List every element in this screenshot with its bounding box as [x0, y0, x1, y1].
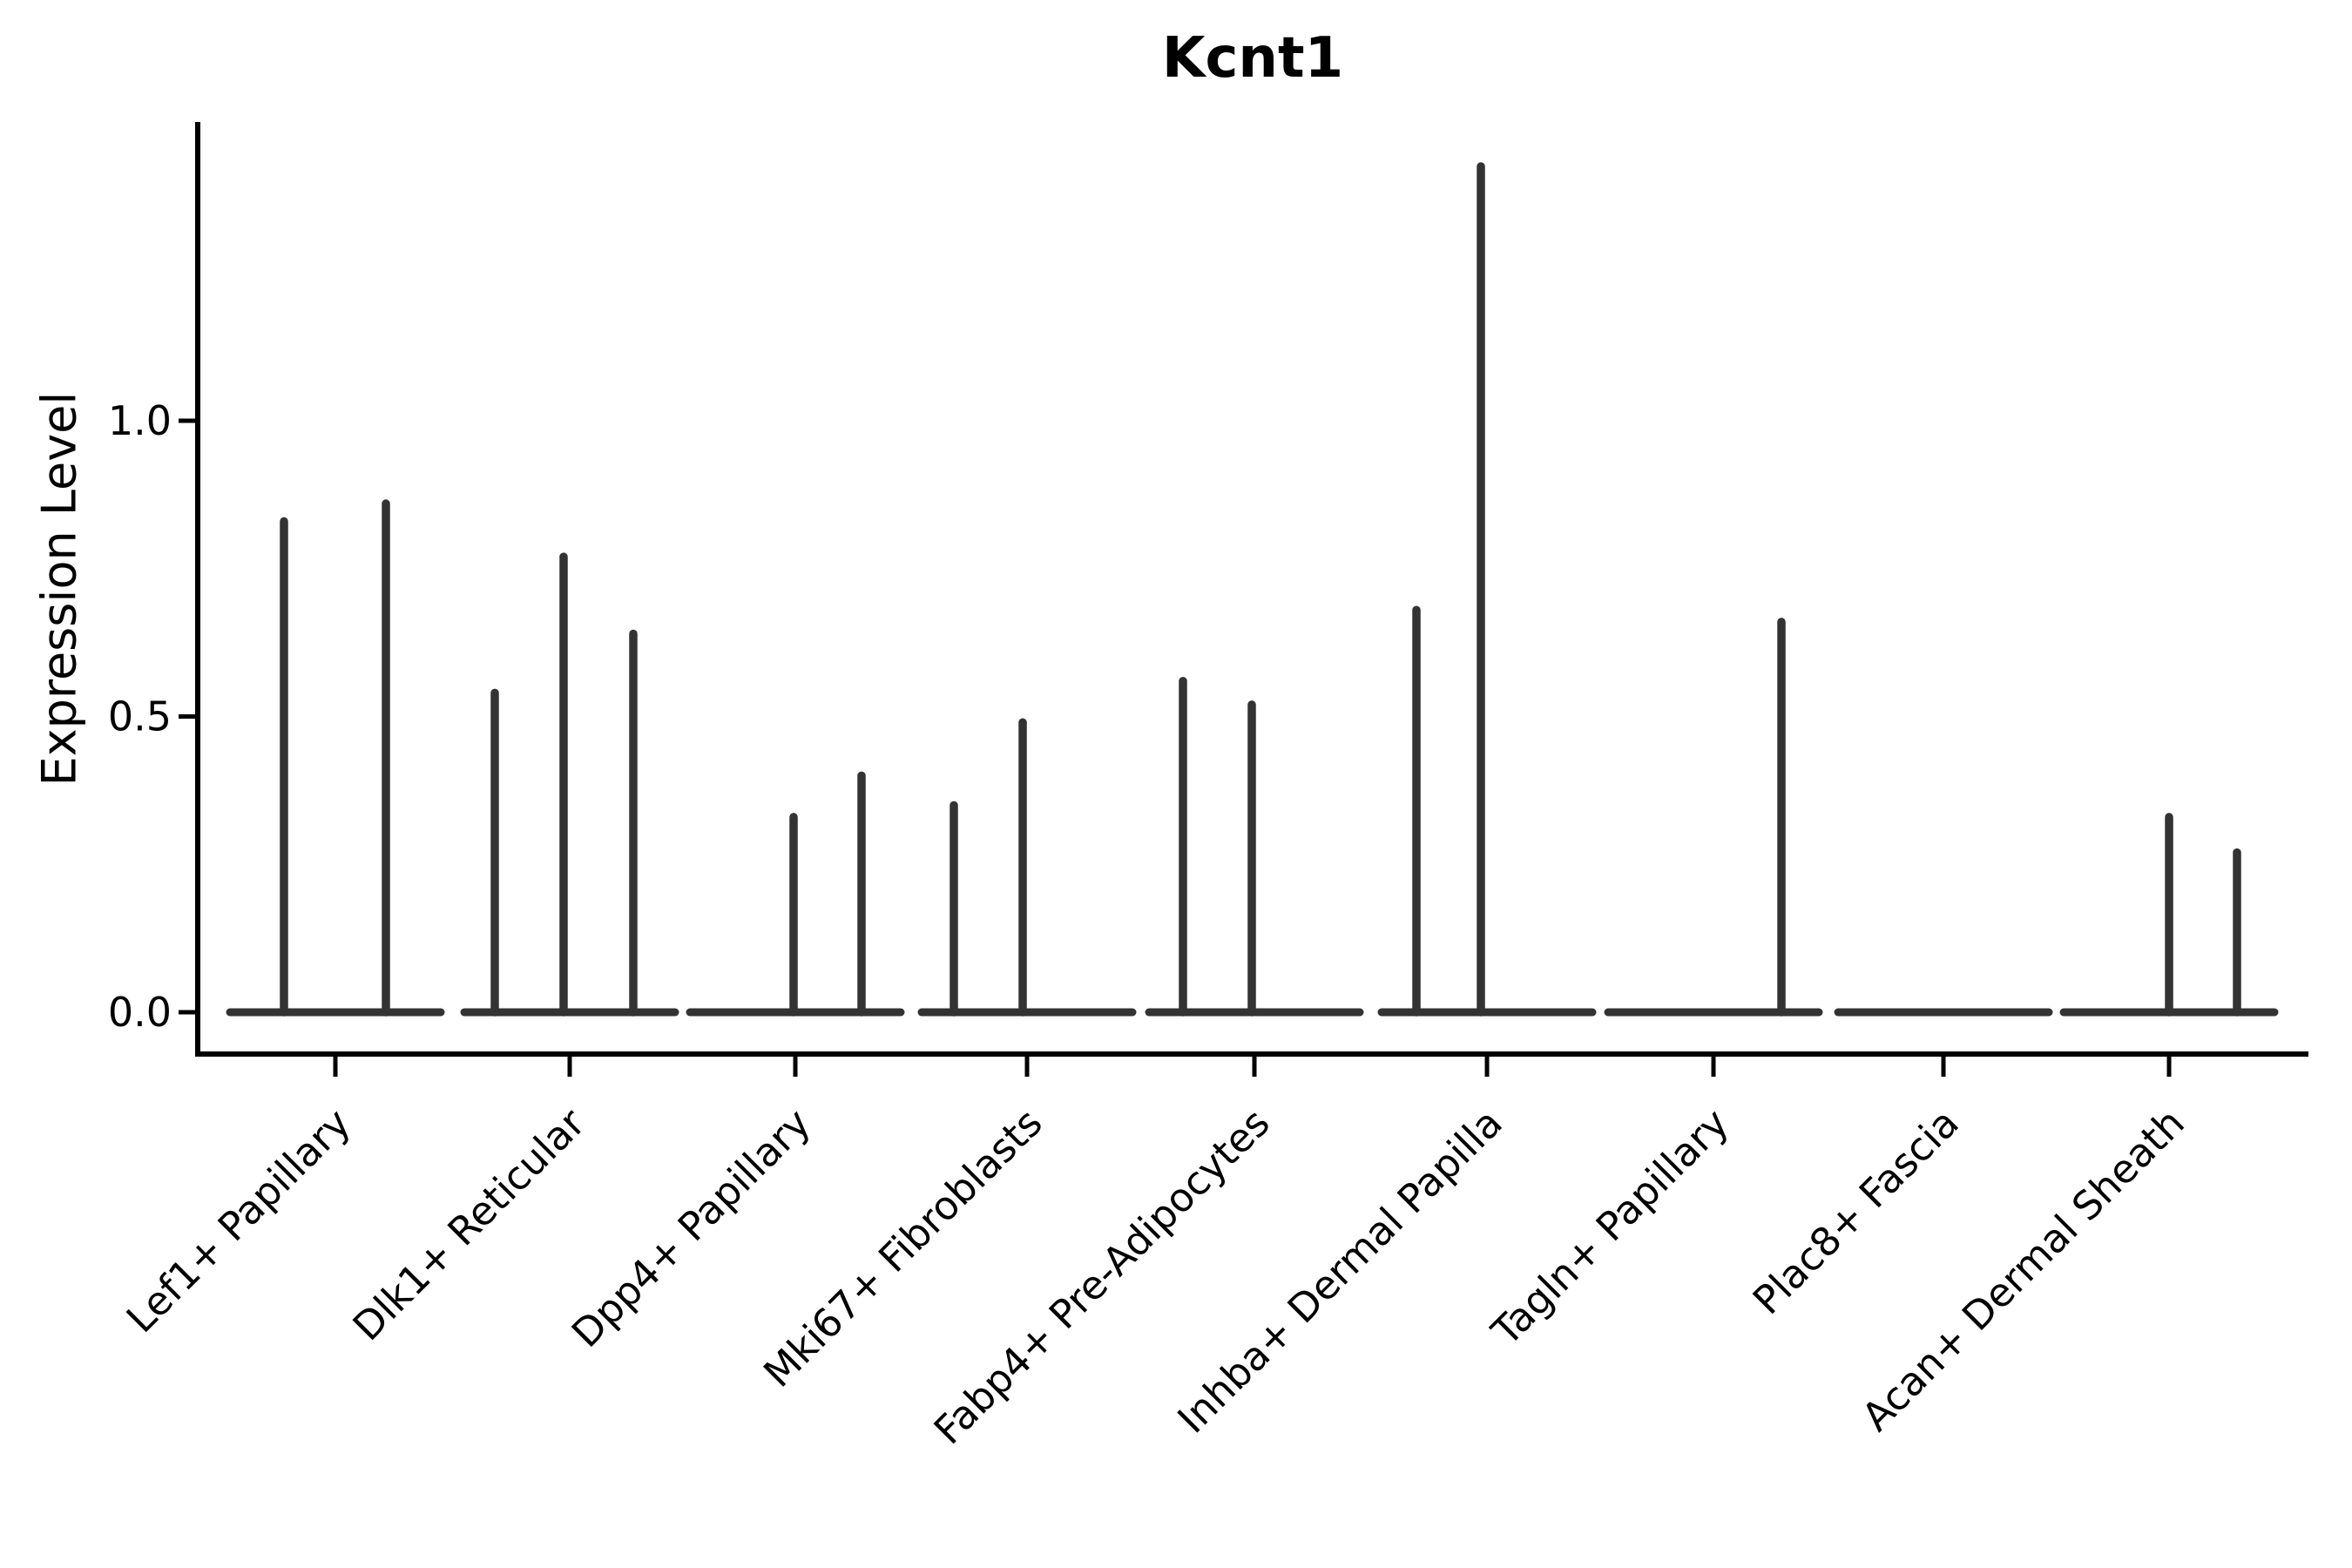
- y-tick-label: 0.0: [108, 989, 172, 1036]
- chart-title: Kcnt1: [1161, 26, 1344, 91]
- x-tick-label: Tagln+ Papillary: [1483, 1099, 1738, 1355]
- x-tick-label: Dlk1+ Reticular: [344, 1099, 594, 1349]
- y-tick-label: 1.0: [108, 397, 172, 444]
- y-tick-label: 0.5: [108, 693, 172, 740]
- x-tick-label: Dpp4+ Papillary: [563, 1099, 820, 1356]
- x-tick-label: Plac8+ Fascia: [1744, 1099, 1968, 1323]
- x-tick-label: Lef1+ Papillary: [118, 1099, 360, 1342]
